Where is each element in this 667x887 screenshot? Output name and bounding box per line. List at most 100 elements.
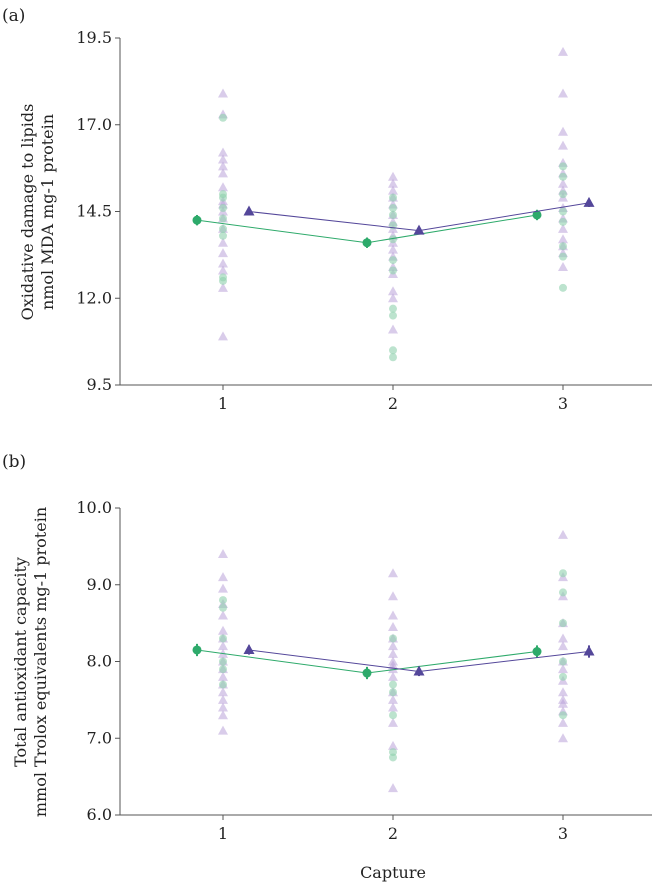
raw-point-triangle: [218, 694, 228, 704]
raw-point-triangle: [218, 687, 228, 697]
raw-point-circle: [389, 353, 397, 362]
x-tick-label: 3: [558, 394, 568, 413]
mean-point-purple: [583, 196, 595, 207]
raw-point-triangle: [558, 733, 568, 743]
raw-point-circle: [559, 619, 567, 628]
raw-point-circle: [219, 224, 227, 233]
panel-a: (a) Oxidative damage to lipids nmol MDA …: [2, 6, 652, 413]
raw-point-circle: [219, 113, 227, 122]
y-tick-label: 19.5: [76, 28, 112, 47]
raw-point-triangle: [218, 625, 228, 635]
raw-point-circle: [559, 283, 567, 292]
x-tick-label: 1: [218, 824, 228, 843]
raw-point-triangle: [218, 641, 228, 651]
raw-point-triangle: [558, 140, 568, 150]
raw-point-circle: [219, 276, 227, 285]
y-tick-label: 14.5: [76, 202, 112, 221]
raw-point-circle: [389, 304, 397, 313]
raw-point-circle: [389, 680, 397, 689]
raw-point-triangle: [218, 282, 228, 292]
raw-point-triangle: [558, 234, 568, 244]
raw-point-circle: [219, 665, 227, 674]
raw-point-triangle: [558, 687, 568, 697]
raw-point-triangle: [218, 331, 228, 341]
raw-point-circle: [389, 256, 397, 265]
panel-b-plot-area: 6.0 7.0 8.0 9.0 10.0 1 2 3: [76, 498, 652, 843]
x-tick-label: 3: [558, 824, 568, 843]
raw-point-triangle: [388, 293, 398, 303]
raw-point-triangle: [558, 717, 568, 727]
panel-b-xlabel: Capture: [360, 863, 426, 882]
raw-point-triangle: [218, 725, 228, 735]
raw-point-triangle: [388, 621, 398, 631]
raw-point-triangle: [558, 178, 568, 188]
raw-point-circle: [559, 588, 567, 597]
raw-point-triangle: [218, 168, 228, 178]
raw-point-triangle: [388, 783, 398, 793]
raw-point-triangle: [558, 698, 568, 708]
raw-point-circle: [389, 311, 397, 320]
panel-a-ylabel-line1: Oxidative damage to lipids: [18, 104, 37, 321]
y-tick-label: 9.5: [87, 375, 112, 394]
raw-point-triangle: [388, 171, 398, 181]
raw-point-circle: [559, 162, 567, 171]
raw-point-triangle: [218, 610, 228, 620]
mean-point-green: [532, 210, 542, 220]
raw-point-circle: [219, 214, 227, 223]
y-tick-label: 9.0: [87, 575, 112, 594]
panel-b-ylabel-line1: Total antioxidant capacity: [11, 557, 30, 767]
raw-point-circle: [559, 217, 567, 226]
mean-point-purple: [243, 205, 255, 216]
raw-point-triangle: [388, 648, 398, 658]
raw-point-triangle: [218, 671, 228, 681]
raw-point-triangle: [388, 185, 398, 195]
raw-point-triangle: [218, 702, 228, 712]
y-tick-label: 10.0: [76, 498, 112, 517]
x-tick-label: 2: [388, 394, 398, 413]
raw-point-triangle: [218, 258, 228, 268]
x-tick-label: 1: [218, 394, 228, 413]
mean-point-purple: [413, 665, 425, 676]
x-tick-label: 2: [388, 824, 398, 843]
raw-point-circle: [219, 193, 227, 202]
raw-point-circle: [389, 711, 397, 720]
raw-point-triangle: [388, 641, 398, 651]
mean-point-green: [362, 238, 372, 248]
raw-point-circle: [219, 680, 227, 689]
raw-point-circle: [219, 603, 227, 612]
raw-point-triangle: [218, 572, 228, 582]
y-tick-label: 17.0: [76, 115, 112, 134]
mean-point-purple: [413, 224, 425, 235]
raw-point-triangle: [558, 46, 568, 56]
raw-point-triangle: [218, 248, 228, 258]
raw-point-triangle: [388, 244, 398, 254]
raw-point-triangle: [558, 664, 568, 674]
raw-point-triangle: [218, 147, 228, 157]
raw-point-circle: [389, 346, 397, 355]
panel-a-label: (a): [2, 6, 25, 26]
raw-point-circle: [219, 657, 227, 666]
y-tick-label: 8.0: [87, 652, 112, 671]
raw-point-circle: [219, 596, 227, 605]
raw-point-circle: [389, 210, 397, 219]
raw-point-triangle: [218, 154, 228, 164]
raw-point-triangle: [218, 583, 228, 593]
raw-point-triangle: [388, 610, 398, 620]
raw-point-triangle: [218, 182, 228, 192]
raw-point-circle: [559, 569, 567, 578]
y-tick-label: 6.0: [87, 805, 112, 824]
raw-point-circle: [559, 657, 567, 666]
panel-a-plot-area: 9.5 12.0 14.5 17.0 19.5 1 2 3: [76, 28, 652, 413]
raw-point-triangle: [388, 702, 398, 712]
raw-point-triangle: [388, 286, 398, 296]
raw-point-triangle: [558, 529, 568, 539]
raw-point-circle: [559, 252, 567, 261]
raw-point-circle: [559, 190, 567, 199]
panel-a-ylabel-line2: nmol MDA mg-1 protein: [38, 114, 57, 310]
raw-point-triangle: [218, 549, 228, 559]
raw-point-triangle: [218, 88, 228, 98]
raw-point-triangle: [558, 633, 568, 643]
raw-point-circle: [219, 231, 227, 240]
raw-point-triangle: [388, 740, 398, 750]
